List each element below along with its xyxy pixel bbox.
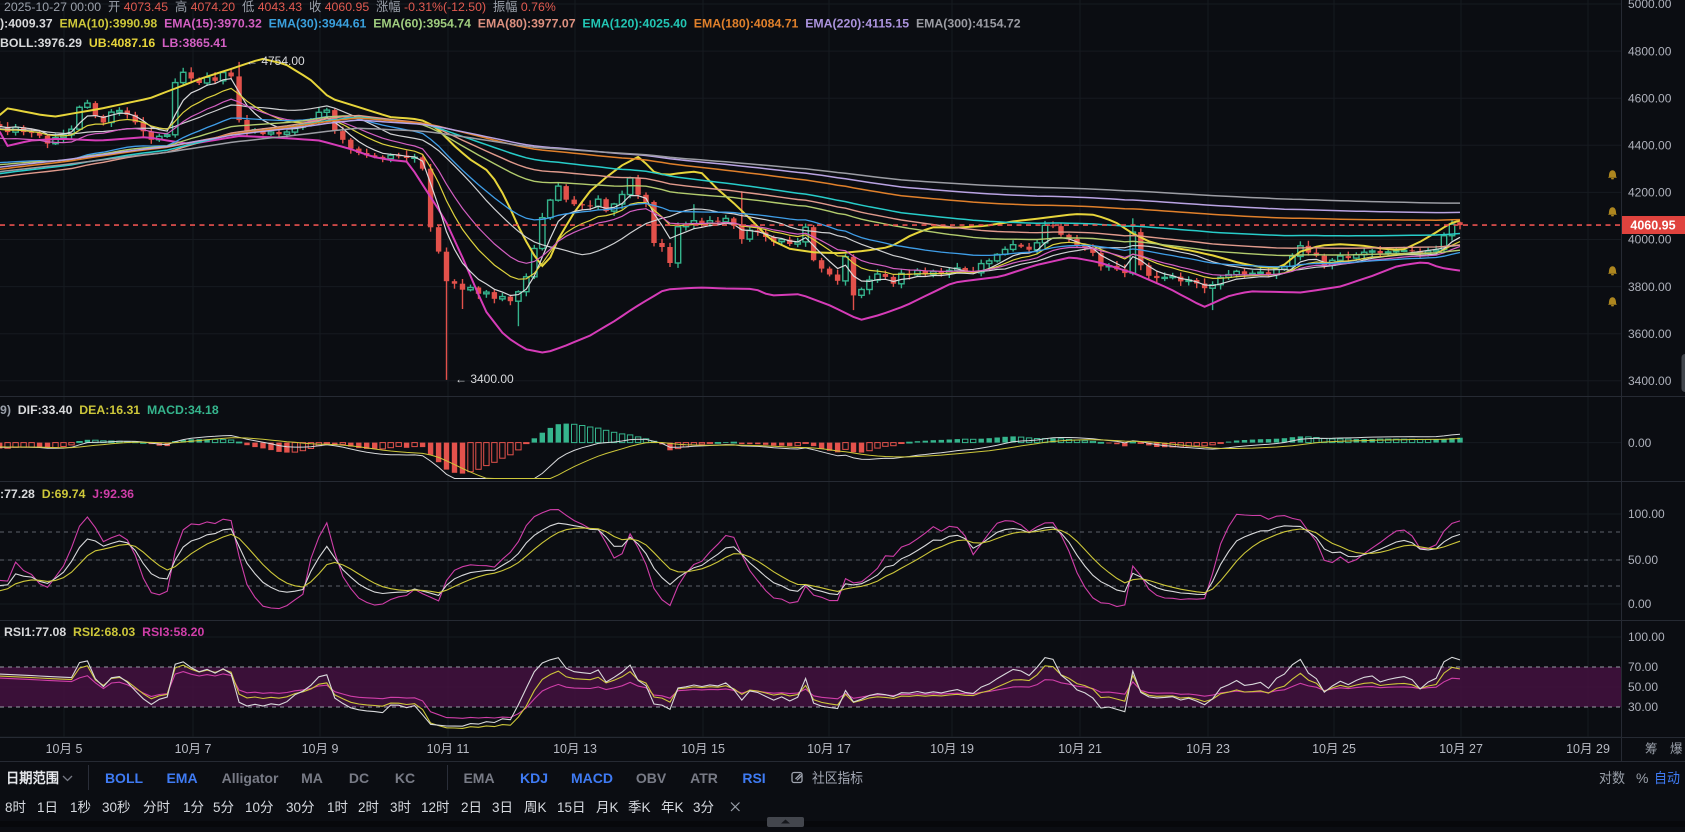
svg-text:10月 17: 10月 17 (807, 742, 851, 756)
svg-text:10月 19: 10月 19 (930, 742, 974, 756)
svg-text:):4009.37 EMA(10):3990.98 EM: ):4009.37 EMA(10):3990.98 EMA(15):3970.3… (0, 17, 1021, 31)
svg-text:10月 11: 10月 11 (427, 742, 470, 756)
svg-text:EMA: EMA (463, 770, 494, 786)
svg-text:8时: 8时 (5, 800, 26, 815)
svg-text::77.28 D:69.74 J:92.36: :77.28 D:69.74 J:92.36 (0, 487, 134, 501)
svg-text:2025-10-27 00:00 开 4073.45 高: 2025-10-27 00:00 开 4073.45 高 4074.20 低 4… (4, 0, 556, 14)
svg-text:10月 23: 10月 23 (1186, 742, 1230, 756)
svg-text:分时: 分时 (143, 800, 170, 815)
svg-text:3时: 3时 (390, 800, 411, 815)
svg-text:50.00: 50.00 (1628, 680, 1658, 694)
svg-text:12时: 12时 (421, 800, 450, 815)
svg-text:年K: 年K (661, 800, 684, 815)
svg-text:4800.00: 4800.00 (1628, 44, 1672, 58)
svg-text:Alligator: Alligator (222, 770, 279, 786)
svg-text:1秒: 1秒 (70, 800, 91, 815)
svg-text:4400.00: 4400.00 (1628, 139, 1672, 153)
svg-text:10月 7: 10月 7 (175, 742, 212, 756)
svg-text:10月 25: 10月 25 (1312, 742, 1356, 756)
svg-text:← 3400.00: ← 3400.00 (455, 372, 514, 386)
svg-text:0.00: 0.00 (1628, 436, 1652, 450)
svg-text:5000.00: 5000.00 (1628, 0, 1672, 11)
svg-text:10月 13: 10月 13 (553, 742, 597, 756)
svg-text:30.00: 30.00 (1628, 700, 1658, 714)
svg-text:100.00: 100.00 (1628, 507, 1665, 521)
svg-text:70.00: 70.00 (1628, 660, 1658, 674)
svg-text:15日: 15日 (557, 800, 586, 815)
svg-text:月K: 月K (596, 800, 619, 815)
svg-text:3800.00: 3800.00 (1628, 280, 1672, 294)
svg-text:季K: 季K (628, 800, 651, 815)
svg-text:%: % (1636, 770, 1648, 786)
svg-text:10分: 10分 (245, 800, 274, 815)
svg-text:4000.00: 4000.00 (1628, 233, 1672, 247)
svg-text:筹: 筹 (1645, 741, 1658, 756)
svg-text:4600.00: 4600.00 (1628, 91, 1672, 105)
svg-text:BOLL: BOLL (105, 770, 144, 786)
svg-text:社区指标: 社区指标 (812, 770, 863, 786)
svg-text:自动: 自动 (1654, 770, 1680, 786)
svg-text:ATR: ATR (690, 770, 718, 786)
svg-text:对数: 对数 (1599, 770, 1625, 786)
svg-text:0.00: 0.00 (1628, 597, 1652, 611)
svg-text:MA: MA (301, 770, 323, 786)
svg-text:1时: 1时 (327, 800, 348, 815)
svg-text:MACD: MACD (571, 770, 613, 786)
svg-text:10月 21: 10月 21 (1058, 742, 1102, 756)
svg-text:10月 5: 10月 5 (46, 742, 83, 756)
svg-text:1分: 1分 (183, 800, 204, 815)
svg-text:3日: 3日 (492, 800, 513, 815)
svg-text:10月 27: 10月 27 (1439, 742, 1483, 756)
svg-text:RSI1:77.08 RSI2:68.03 RSI3:5: RSI1:77.08 RSI2:68.03 RSI3:58.20 (4, 625, 204, 639)
svg-text:30分: 30分 (286, 800, 315, 815)
svg-text:10月 15: 10月 15 (681, 742, 725, 756)
svg-text:3400.00: 3400.00 (1628, 374, 1672, 388)
svg-text:EMA: EMA (166, 770, 197, 786)
svg-text:30秒: 30秒 (102, 800, 131, 815)
svg-text:4060.95: 4060.95 (1630, 219, 1675, 233)
svg-text:日期范围: 日期范围 (6, 770, 59, 786)
svg-text:爆: 爆 (1670, 742, 1683, 756)
svg-text:BOLL:3976.29 UB:4087.16 LB:3: BOLL:3976.29 UB:4087.16 LB:3865.41 (0, 36, 227, 50)
svg-text:RSI: RSI (742, 770, 765, 786)
svg-text:2日: 2日 (461, 800, 482, 815)
svg-text:100.00: 100.00 (1628, 630, 1665, 644)
svg-text:3600.00: 3600.00 (1628, 327, 1672, 341)
svg-text:50.00: 50.00 (1628, 553, 1658, 567)
svg-text:10月 9: 10月 9 (302, 742, 339, 756)
svg-text:OBV: OBV (636, 770, 667, 786)
svg-text:DC: DC (349, 770, 369, 786)
svg-text:2时: 2时 (358, 800, 379, 815)
svg-text:10月 29: 10月 29 (1566, 742, 1610, 756)
svg-text:← 4754.00: ← 4754.00 (246, 54, 305, 68)
svg-text:9) DIF:33.40 DEA:16.31 MACD: 9) DIF:33.40 DEA:16.31 MACD:34.18 (0, 403, 219, 417)
svg-text:1日: 1日 (37, 800, 58, 815)
svg-text:KC: KC (395, 770, 415, 786)
svg-text:3分: 3分 (693, 800, 714, 815)
svg-text:周K: 周K (524, 800, 547, 815)
svg-text:5分: 5分 (213, 800, 234, 815)
svg-text:4200.00: 4200.00 (1628, 186, 1672, 200)
svg-text:KDJ: KDJ (520, 770, 548, 786)
